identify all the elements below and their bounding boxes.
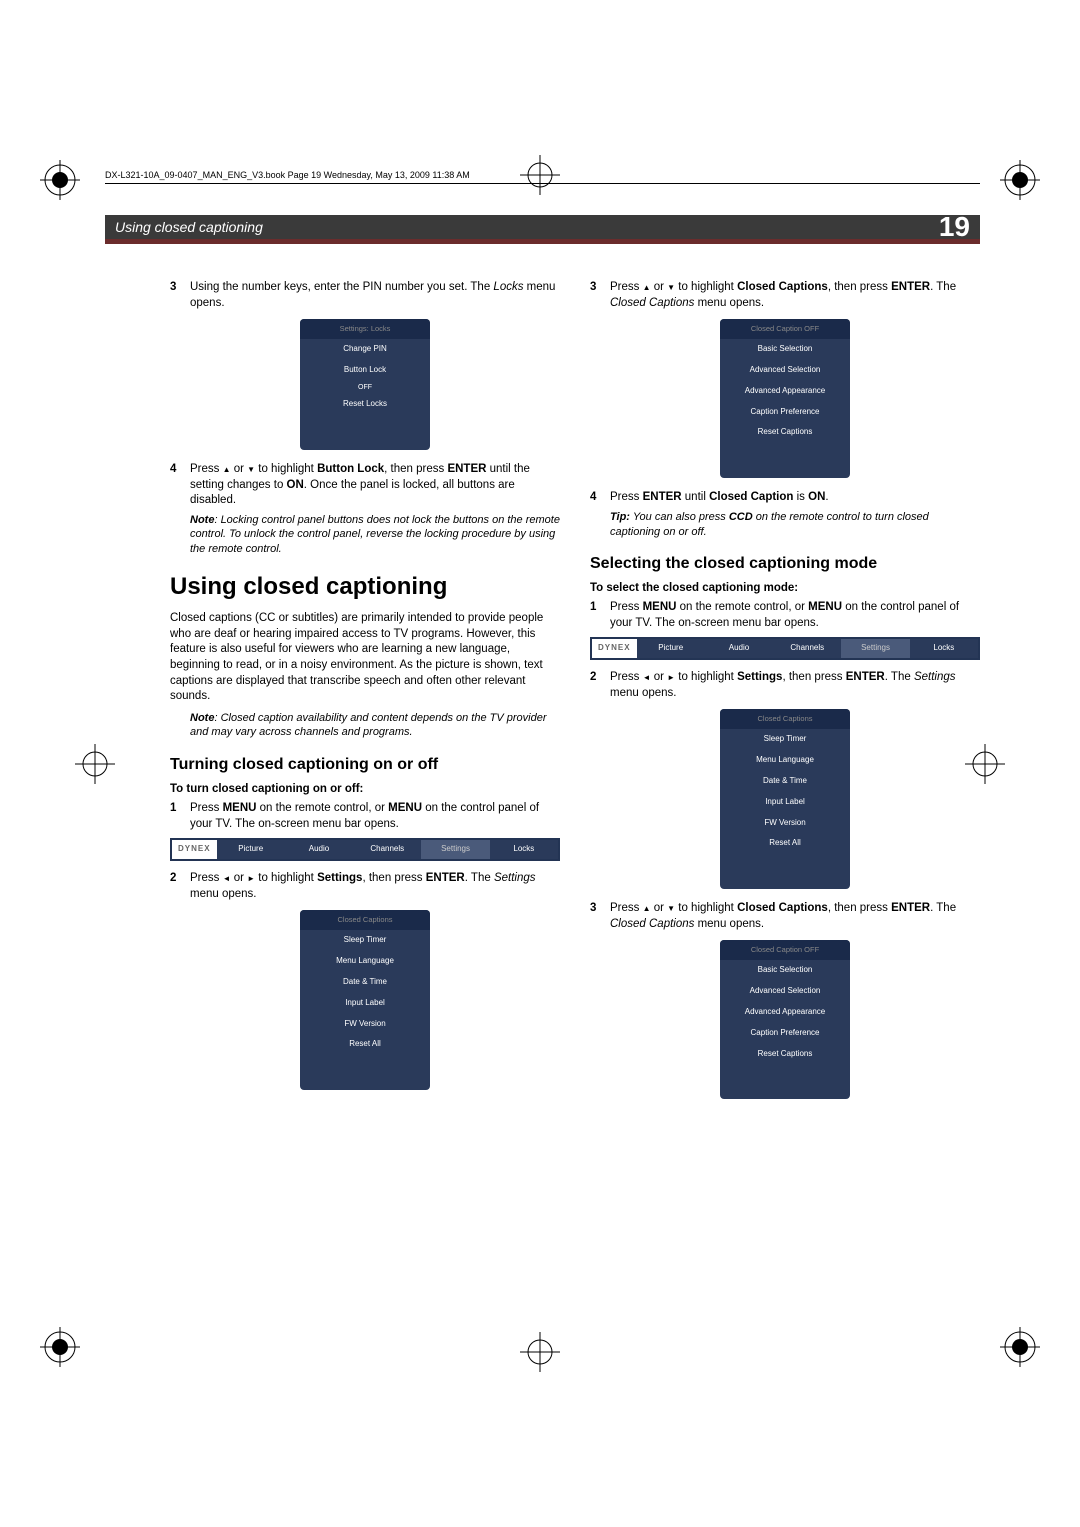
menu-title: Closed Captions bbox=[720, 709, 850, 729]
menu-title: Closed Caption OFF bbox=[720, 319, 850, 339]
menu-logo: DYNEX bbox=[172, 840, 217, 859]
menu-bar-item: Channels bbox=[353, 840, 421, 859]
step-number: 4 bbox=[170, 462, 182, 509]
menu-bar: DYNEX Picture Audio Channels Settings Lo… bbox=[170, 838, 560, 861]
menu-bar-item: Picture bbox=[637, 639, 705, 658]
menu-bar: DYNEX Picture Audio Channels Settings Lo… bbox=[590, 637, 980, 660]
menu-bar-item: Audio bbox=[285, 840, 353, 859]
menu-title: Closed Captions bbox=[300, 910, 430, 930]
step-text: Press ENTER until Closed Caption is ON. bbox=[610, 490, 980, 506]
step-number: 3 bbox=[590, 280, 602, 311]
tip-text: Tip: You can also press CCD on the remot… bbox=[610, 510, 980, 540]
subsection-heading: Turning closed captioning on or off bbox=[170, 754, 560, 776]
step-number: 1 bbox=[590, 600, 602, 631]
menu-item: Reset Captions bbox=[720, 422, 850, 443]
up-icon bbox=[643, 902, 651, 914]
menu-title: Closed Caption OFF bbox=[720, 940, 850, 960]
down-icon bbox=[667, 902, 675, 914]
closed-captions-menu: Closed Caption OFF Basic Selection Advan… bbox=[720, 319, 850, 478]
step-text: Press or to highlight Settings, then pre… bbox=[190, 871, 560, 902]
page-title: Using closed captioning bbox=[115, 219, 263, 235]
step-number: 2 bbox=[170, 871, 182, 902]
step-text: Press or to highlight Settings, then pre… bbox=[610, 670, 980, 701]
menu-item: Menu Language bbox=[300, 951, 430, 972]
step-number: 3 bbox=[590, 901, 602, 932]
note-text: Note: Locking control panel buttons does… bbox=[190, 513, 560, 558]
reg-mark-icon bbox=[40, 1327, 80, 1367]
menu-bar-item: Picture bbox=[217, 840, 285, 859]
menu-item: Advanced Selection bbox=[720, 981, 850, 1002]
note-text: Note: Closed caption availability and co… bbox=[190, 711, 560, 741]
menu-bar-item: Settings bbox=[841, 639, 909, 658]
step-number: 1 bbox=[170, 801, 182, 832]
menu-item: FW Version bbox=[300, 1014, 430, 1035]
procedure-title: To turn closed captioning on or off: bbox=[170, 782, 560, 798]
reg-mark-icon bbox=[1000, 1327, 1040, 1367]
menu-item: Input Label bbox=[720, 792, 850, 813]
locks-menu: Settings: Locks Change PIN Button Lock O… bbox=[300, 319, 430, 450]
up-icon bbox=[223, 463, 231, 475]
menu-logo: DYNEX bbox=[592, 639, 637, 658]
menu-item: Advanced Selection bbox=[720, 360, 850, 381]
step-text: Press MENU on the remote control, or MEN… bbox=[190, 801, 560, 832]
step-text: Press or to highlight Button Lock, then … bbox=[190, 462, 560, 509]
menu-item: Reset Locks bbox=[300, 394, 430, 415]
doc-header-line: DX-L321-10A_09-0407_MAN_ENG_V3.book Page… bbox=[105, 170, 980, 184]
menu-bar-item: Audio bbox=[705, 639, 773, 658]
procedure-title: To select the closed captioning mode: bbox=[590, 581, 980, 597]
right-icon bbox=[247, 872, 255, 884]
step-text: Using the number keys, enter the PIN num… bbox=[190, 280, 560, 311]
reg-mark-icon bbox=[40, 160, 80, 200]
left-icon bbox=[643, 671, 651, 683]
menu-item: Caption Preference bbox=[720, 1023, 850, 1044]
menu-title: Settings: Locks bbox=[300, 319, 430, 339]
menu-item: Menu Language bbox=[720, 750, 850, 771]
reg-mark-icon bbox=[520, 1332, 560, 1372]
step-number: 3 bbox=[170, 280, 182, 311]
step-text: Press or to highlight Closed Captions, t… bbox=[610, 280, 980, 311]
menu-bar-item: Settings bbox=[421, 840, 489, 859]
section-heading: Using closed captioning bbox=[170, 571, 560, 603]
menu-bar-item: Locks bbox=[910, 639, 978, 658]
menu-item: Change PIN bbox=[300, 339, 430, 360]
menu-item: Reset All bbox=[720, 833, 850, 854]
menu-item: Input Label bbox=[300, 993, 430, 1014]
menu-item: FW Version bbox=[720, 813, 850, 834]
menu-item: Reset All bbox=[300, 1034, 430, 1055]
menu-item: Sleep Timer bbox=[300, 930, 430, 951]
page-number: 19 bbox=[939, 211, 970, 243]
menu-item: Advanced Appearance bbox=[720, 1002, 850, 1023]
page-header: Using closed captioning 19 bbox=[105, 215, 980, 244]
step-text: Press or to highlight Closed Captions, t… bbox=[610, 901, 980, 932]
step-number: 2 bbox=[590, 670, 602, 701]
menu-item: Basic Selection bbox=[720, 960, 850, 981]
menu-item: Date & Time bbox=[300, 972, 430, 993]
menu-item: Basic Selection bbox=[720, 339, 850, 360]
settings-menu: Closed Captions Sleep Timer Menu Languag… bbox=[720, 709, 850, 889]
body-text: Closed captions (CC or subtitles) are pr… bbox=[170, 611, 560, 704]
menu-item: Reset Captions bbox=[720, 1044, 850, 1065]
left-icon bbox=[223, 872, 231, 884]
step-number: 4 bbox=[590, 490, 602, 506]
closed-captions-menu: Closed Caption OFF Basic Selection Advan… bbox=[720, 940, 850, 1099]
right-icon bbox=[667, 671, 675, 683]
menu-item: Advanced Appearance bbox=[720, 381, 850, 402]
menu-item: Button Lock bbox=[300, 360, 430, 381]
up-icon bbox=[643, 281, 651, 293]
down-icon bbox=[667, 281, 675, 293]
menu-item: Caption Preference bbox=[720, 402, 850, 423]
left-column: 3 Using the number keys, enter the PIN n… bbox=[170, 280, 560, 1111]
settings-menu: Closed Captions Sleep Timer Menu Languag… bbox=[300, 910, 430, 1090]
step-text: Press MENU on the remote control, or MEN… bbox=[610, 600, 980, 631]
menu-bar-item: Locks bbox=[490, 840, 558, 859]
subsection-heading: Selecting the closed captioning mode bbox=[590, 553, 980, 575]
menu-bar-item: Channels bbox=[773, 639, 841, 658]
menu-item: OFF bbox=[300, 381, 430, 394]
reg-mark-icon bbox=[75, 744, 115, 784]
reg-mark-icon bbox=[1000, 160, 1040, 200]
menu-item: Sleep Timer bbox=[720, 729, 850, 750]
right-column: 3 Press or to highlight Closed Captions,… bbox=[590, 280, 980, 1111]
menu-item: Date & Time bbox=[720, 771, 850, 792]
down-icon bbox=[247, 463, 255, 475]
